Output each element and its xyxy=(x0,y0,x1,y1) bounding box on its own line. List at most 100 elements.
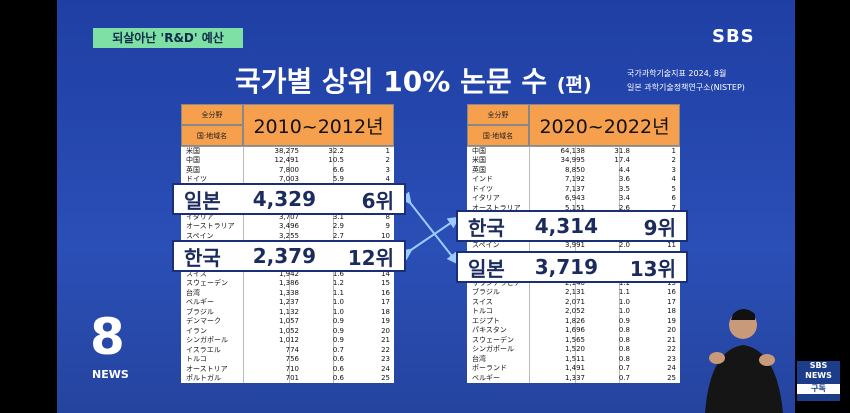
table-cell: オーストリア xyxy=(186,364,228,373)
table-cell: トルコ xyxy=(472,307,493,316)
table-row: シンガポール 1,012 0.9 21 xyxy=(181,336,394,345)
source: 국가과학기술지표 2024, 8월 일본 과학기술정책연구소(NISTEP) xyxy=(627,67,745,95)
table-cell: シンガポール xyxy=(186,336,228,345)
table-row: 中国 12,491 10.5 2 xyxy=(181,156,394,165)
table-cell: ベルギー xyxy=(186,298,214,307)
table-cell: 2.0 xyxy=(618,241,630,249)
table-cell: 2,131 xyxy=(564,288,585,297)
data-table: 全分野 国·地域名 2020~2022년 中国 64,138 31.8 1 米国 34,995 1… xyxy=(467,104,680,383)
table-cell: 3,496 xyxy=(278,222,299,231)
table-row: イタリア 6,943 3.4 6 xyxy=(467,194,680,203)
topic-tag: 되살아난 'R&D' 예산 xyxy=(93,28,243,48)
table-cell: 1,520 xyxy=(564,345,585,354)
table-cell: エジプト xyxy=(472,316,500,325)
title-unit: (편) xyxy=(556,74,592,96)
highlight-country: 일본 xyxy=(468,256,505,281)
title: 국가별 상위 10% 논문 수 (편) xyxy=(235,60,592,100)
table-cell: 1,338 xyxy=(278,288,299,297)
table-cell: 32.2 xyxy=(328,147,344,155)
table-cell: 2.7 xyxy=(332,231,344,240)
table-cell: 0.7 xyxy=(618,364,630,373)
table-cell: 0.6 xyxy=(332,373,344,382)
table-cell: 18 xyxy=(381,307,390,316)
table-cell: 7,137 xyxy=(564,184,585,193)
table-cell: 0.9 xyxy=(332,317,344,326)
table-cell: 英国 xyxy=(186,165,200,174)
table-cell: 5,151 xyxy=(564,203,585,212)
highlight-count: 4,314 xyxy=(534,214,598,238)
table-cell: ポーランド xyxy=(472,364,507,373)
table-cell: 台湾 xyxy=(186,288,200,297)
table-cell: 0.6 xyxy=(332,364,344,373)
header-left: 全分野 国·地域名 xyxy=(467,104,529,146)
highlight-count: 2,379 xyxy=(252,244,316,268)
header-field: 全分野 xyxy=(467,104,529,125)
table-row: 中国 64,138 31.8 1 xyxy=(467,147,680,156)
table-cell: オーストラリア xyxy=(472,203,521,212)
table-cell: 英国 xyxy=(472,165,486,174)
table-cell: 6,943 xyxy=(564,194,585,203)
table-row: イスラエル 774 0.7 22 xyxy=(181,346,394,355)
source-line: 국가과학기술지표 2024, 8월 xyxy=(627,69,727,78)
table-cell: 10.5 xyxy=(328,156,344,165)
table-row: デンマーク 1,057 0.9 19 xyxy=(181,317,394,326)
table-cell: 1 xyxy=(671,147,676,155)
table-cell: 2 xyxy=(671,156,676,165)
table-cell: 2 xyxy=(385,156,390,165)
table-row: 台湾 1,338 1.1 16 xyxy=(181,289,394,298)
table-cell: 1.0 xyxy=(618,307,630,316)
table-cell: 0.8 xyxy=(618,354,630,363)
table-cell: 1,012 xyxy=(278,336,299,345)
subscribe-button[interactable]: SBS NEWS 구독 xyxy=(797,361,840,401)
table-cell: 1 xyxy=(385,147,390,155)
table-row: ドイツ 7,137 3.5 5 xyxy=(467,185,680,194)
table-cell: 1,511 xyxy=(564,354,585,363)
news-logo: 8 xyxy=(90,308,125,366)
table-cell: 3 xyxy=(671,165,676,174)
highlight-box: 일본 4,329 6위 xyxy=(174,185,404,213)
table-cell: 2.9 xyxy=(332,222,344,231)
table-cell: スペイン xyxy=(186,231,214,240)
table-cell: 4 xyxy=(385,175,390,184)
table-cell: シンガポール xyxy=(472,345,514,354)
table-row: ブラジル 1,132 1.0 18 xyxy=(181,308,394,317)
table-cell: 16 xyxy=(667,288,676,297)
table-cell: 0.7 xyxy=(618,373,630,382)
table-cell: 31.8 xyxy=(614,147,630,155)
subscribe-label: 구독 xyxy=(797,384,840,394)
table-row: スイス 2,071 1.0 17 xyxy=(467,298,680,307)
table-cell: 0.6 xyxy=(332,355,344,364)
table-cell: スイス xyxy=(472,297,493,306)
table-row: 台湾 1,511 0.8 23 xyxy=(467,355,680,364)
table-cell: 701 xyxy=(285,373,299,382)
highlight-box: 한국 4,314 9위 xyxy=(458,212,686,240)
table-cell: デンマーク xyxy=(186,317,221,326)
table-cell: 0.8 xyxy=(618,326,630,335)
table-cell: 8 xyxy=(385,213,390,221)
table-cell: 10 xyxy=(381,231,390,240)
table-cell: ポルトガル xyxy=(186,373,221,382)
highlight-count: 4,329 xyxy=(252,187,316,211)
table-cell: 0.9 xyxy=(332,336,344,345)
table-cell: 5 xyxy=(671,184,676,193)
table-cell: ドイツ xyxy=(186,175,207,184)
table-cell: 710 xyxy=(285,364,299,373)
table-row: イタリア 3,707 3.1 8 xyxy=(181,213,394,222)
table-row: サウジアラビア 2,140 1.1 15 xyxy=(467,279,680,288)
table-cell: スペイン xyxy=(472,241,500,249)
table-cell: 1,565 xyxy=(564,335,585,344)
table-row: 米国 38,275 32.2 1 xyxy=(181,147,394,156)
table-cell: 9 xyxy=(385,222,390,231)
table-cell: 1.0 xyxy=(332,307,344,316)
table-cell: 25 xyxy=(667,373,676,382)
table-cell: 2,071 xyxy=(564,297,585,306)
table-cell: 15 xyxy=(381,279,390,288)
table-row: 英国 7,800 6.6 3 xyxy=(181,166,394,175)
table-cell: 4.4 xyxy=(618,165,630,174)
highlight-rank: 13위 xyxy=(629,256,676,281)
table-row: ベルギー 1,337 0.7 25 xyxy=(467,374,680,383)
table-cell: 5.9 xyxy=(332,175,344,184)
table-row: インド 7,192 3.6 4 xyxy=(467,175,680,184)
channel-name: NEWS xyxy=(805,371,832,380)
